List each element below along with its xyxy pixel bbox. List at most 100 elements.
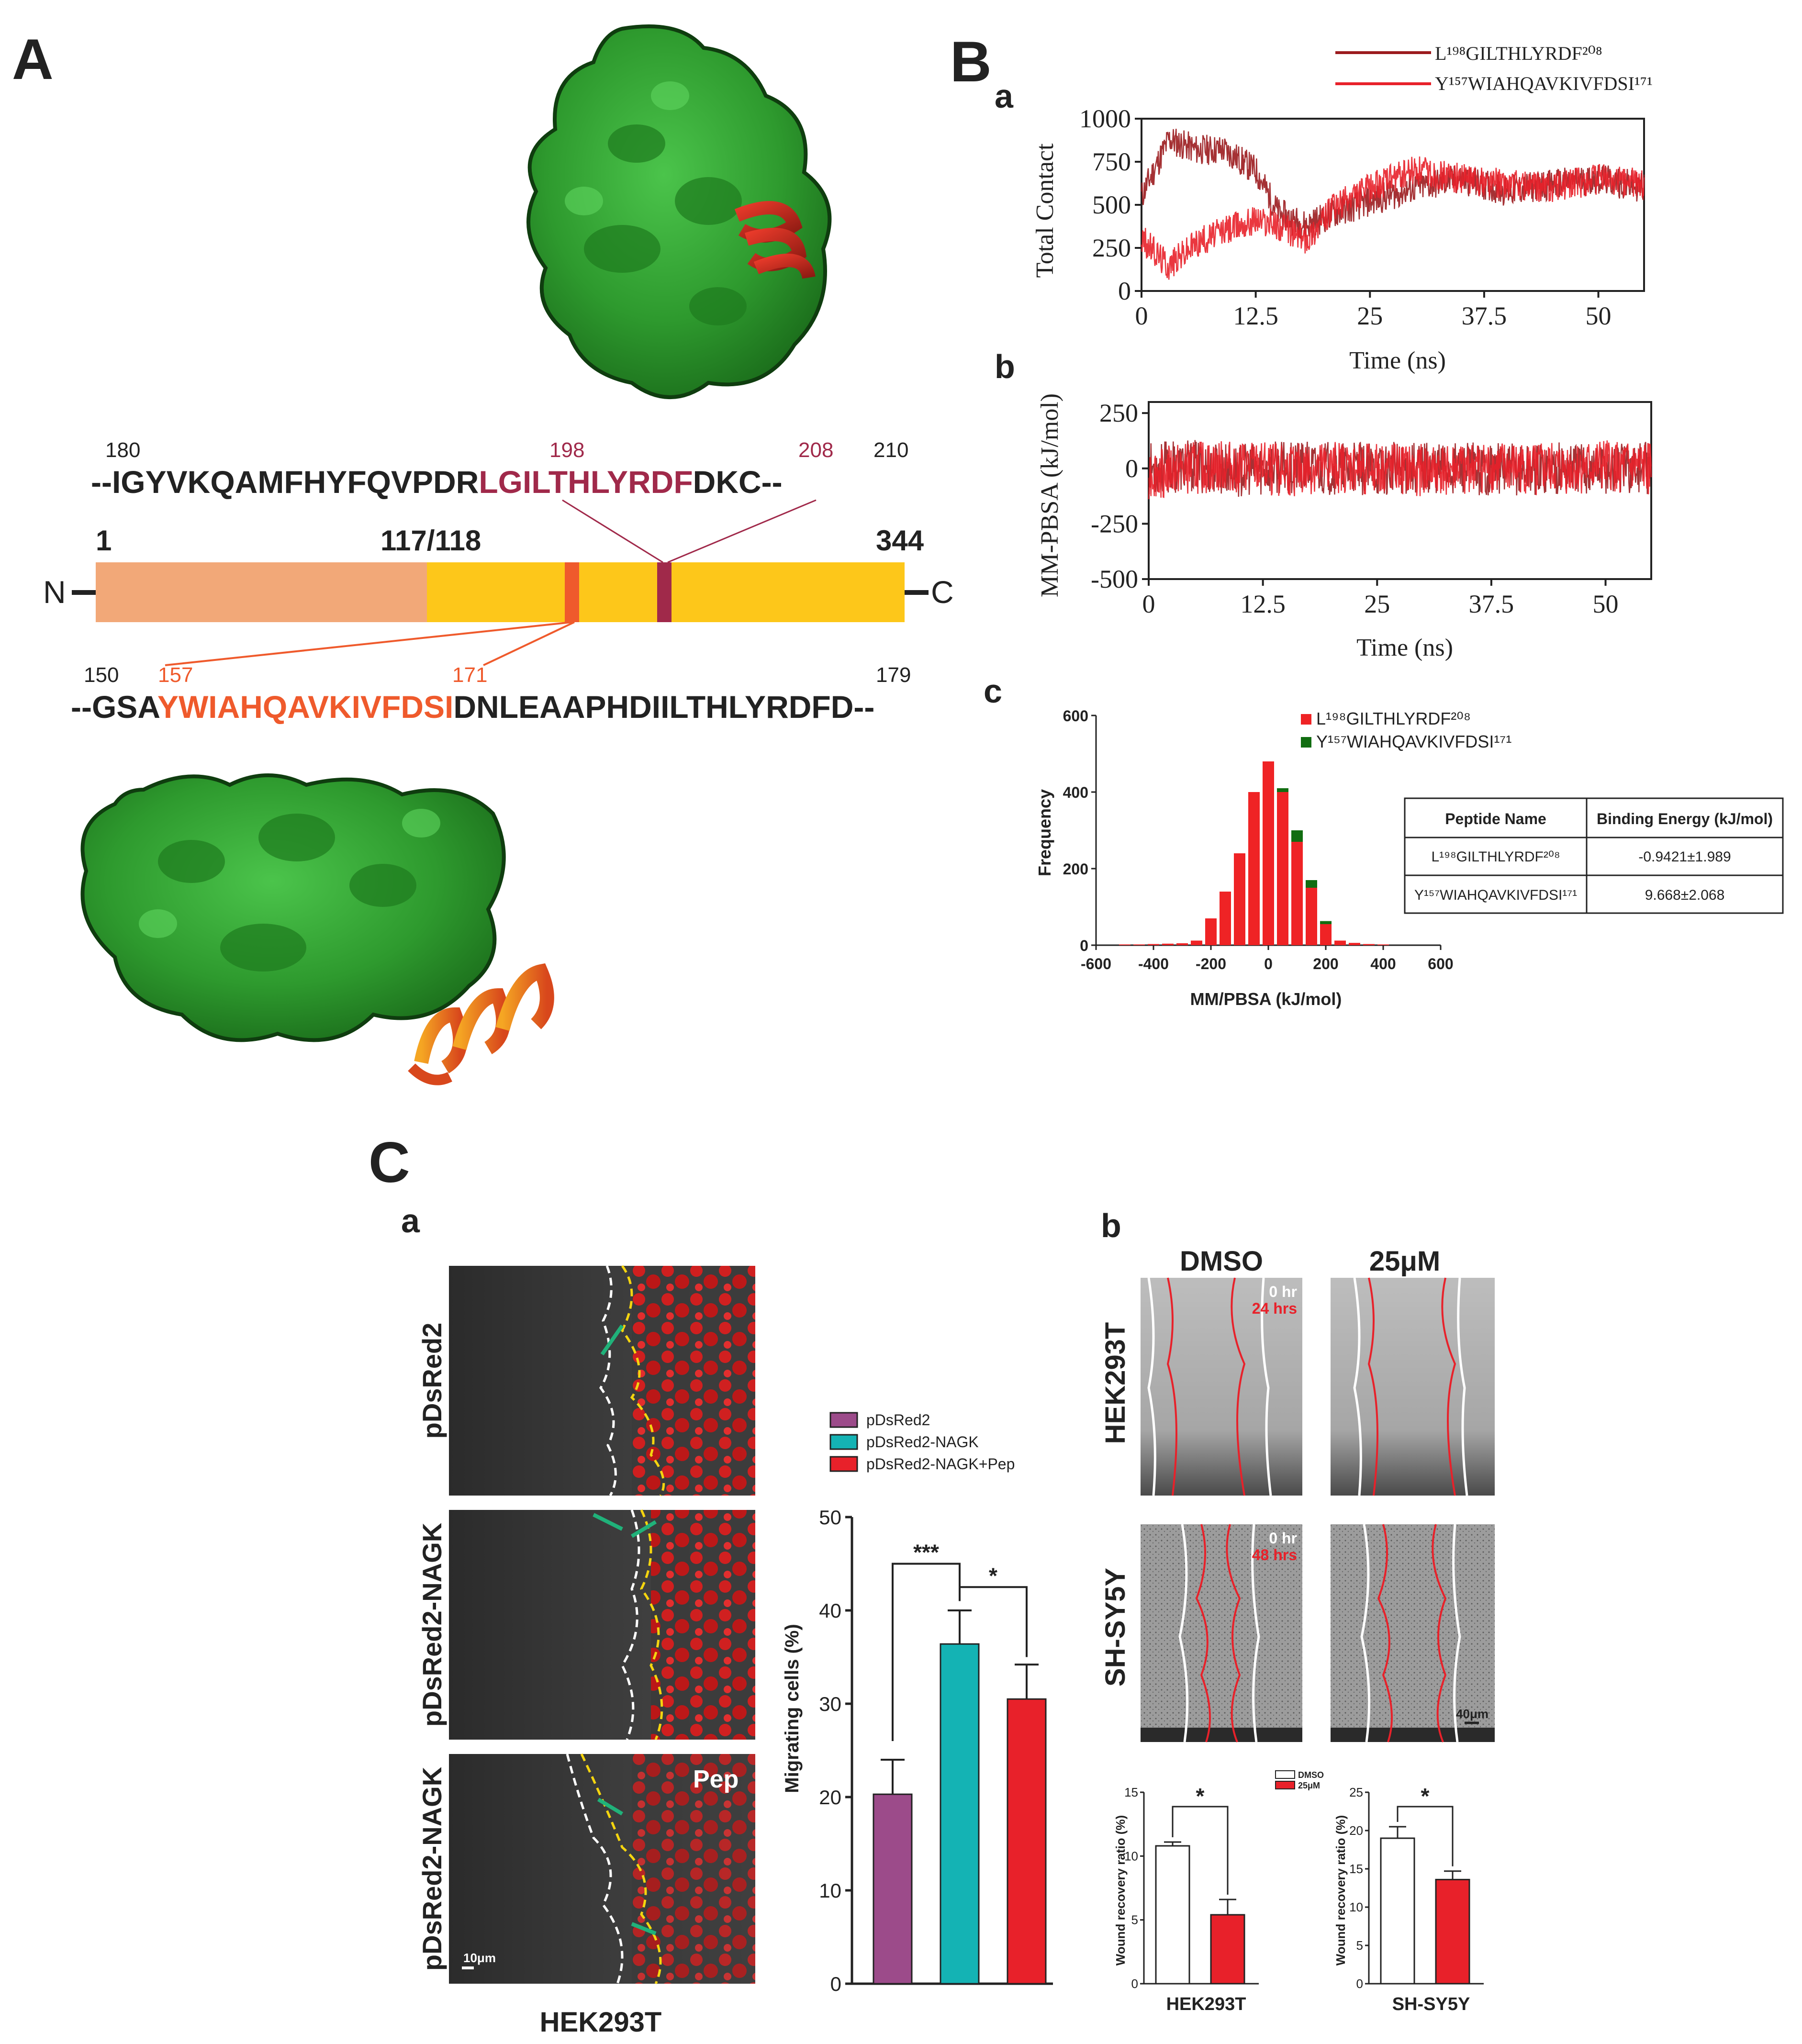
y-tick-label: 250 [1099, 399, 1138, 427]
y-tick-label: 50 [819, 1506, 841, 1529]
seq-bot-num-171: 171 [452, 663, 487, 687]
legend-cb: DMSO 25μM [1275, 1770, 1324, 1790]
cb-t0-1: 0 hr [1269, 1283, 1297, 1300]
hist-bar-red [1306, 888, 1317, 945]
sig-bracket [1397, 1806, 1454, 1866]
y-tick-label: 0 [1125, 454, 1138, 483]
table-row2-name: Y¹⁵⁷WIAHQAVKIVFDSI¹⁷¹ [1414, 887, 1577, 903]
micrograph-pdsred2-nagk-pep: Pep 10μm [449, 1753, 755, 1985]
y-tick-label: 10 [819, 1879, 841, 1902]
chart-mmpbsa: -500 -250 0 250 0 12.5 25 37.5 50 [1091, 399, 1652, 618]
x-tick-label: 0 [1135, 302, 1148, 330]
domain-c-label: C [931, 574, 954, 610]
hist-bar-red [1148, 944, 1159, 945]
x-category-label: SH-SY5Y [1392, 1994, 1470, 2014]
ca-ylabel: Migrating cells (%) [782, 1624, 803, 1793]
hist-bar-red [1363, 944, 1375, 945]
hist-bar-red [1220, 892, 1231, 945]
legend-cb-dose: 25μM [1298, 1781, 1320, 1790]
wound-hek-dmso: 0 hr 24 hrs [1141, 1277, 1302, 1496]
y-tick-label: 10 [1349, 1900, 1363, 1914]
bar-2 [1435, 1878, 1470, 1985]
legend-label-1: pDsRed2 [866, 1411, 930, 1429]
y-tick-label: 40 [819, 1599, 841, 1622]
hist-bar-green [1277, 788, 1288, 792]
x-tick-label: 25 [1364, 590, 1390, 618]
sig-label-2: * [989, 1563, 997, 1588]
micrograph-pdsred2 [449, 1265, 755, 1497]
x-tick-label: 12.5 [1240, 590, 1286, 618]
y-tick-label: 0 [1080, 937, 1088, 954]
panel-ba-label: a [995, 78, 1014, 115]
y-tick-label: 400 [1063, 784, 1088, 801]
x-tick-label: 0 [1264, 955, 1273, 972]
y-tick-label: 20 [819, 1786, 841, 1809]
sig-bracket [1172, 1806, 1229, 1895]
y-tick-label: 600 [1063, 707, 1088, 725]
hist-bar-green [1291, 830, 1303, 842]
cb1-ylabel: Wound recovery ratio (%) [1113, 1815, 1128, 1966]
series-line-2 [1141, 156, 1645, 280]
table-header-energy: Binding Energy (kJ/mol) [1597, 810, 1773, 827]
panel-b-label: B [950, 30, 992, 94]
legend-bc-1: L¹⁹⁸GILTHLYRDF²⁰⁸ [1316, 709, 1471, 728]
cb-t48: 48 hrs [1252, 1546, 1297, 1564]
hist-bar-red [1377, 944, 1389, 945]
y-tick-label: 0 [830, 1973, 841, 1995]
legend-b-series2: Y¹⁵⁷WIAHQAVKIVFDSI¹⁷¹ [1435, 73, 1653, 94]
seq-top-num-210: 210 [873, 438, 908, 462]
ca-cell-line: HEK293T [540, 2007, 662, 2038]
legend-cb-dmso: DMSO [1298, 1770, 1324, 1780]
y-tick-label: -500 [1091, 565, 1138, 593]
cb-col-dmso: DMSO [1180, 1246, 1263, 1277]
y-tick-label: 200 [1063, 860, 1088, 878]
bar-2 [940, 1643, 980, 1985]
y-tick-label: 5 [1356, 1938, 1363, 1953]
hist-bar-red [1205, 918, 1217, 945]
sig-label: * [1196, 1784, 1205, 1809]
hist-bar-red [1162, 943, 1174, 945]
y-tick-label: 0 [1356, 1977, 1363, 1991]
y-tick-label: 10 [1124, 1849, 1138, 1863]
sig-label-1: *** [913, 1540, 939, 1565]
sig-bracket-1 [892, 1563, 961, 1741]
hist-bar-green [1320, 921, 1332, 924]
panel-bb-label: b [995, 348, 1015, 385]
y-tick-label: 15 [1349, 1862, 1363, 1876]
legend-label-3: pDsRed2-NAGK+Pep [866, 1455, 1015, 1473]
y-tick-label: 250 [1092, 234, 1131, 262]
scale-bar-10um: 10μm [463, 1951, 496, 1965]
hist-bar-red [1349, 943, 1360, 945]
x-tick-label: 400 [1370, 955, 1396, 972]
hist-bar-red [1291, 842, 1303, 945]
sig-label: * [1421, 1784, 1430, 1809]
protein-structure-bottom [80, 773, 554, 1085]
x-category-label: HEK293T [1166, 1994, 1246, 2014]
bar-3 [1007, 1698, 1047, 1985]
y-tick-label: 15 [1124, 1785, 1138, 1799]
table-row1-energy: -0.9421±1.989 [1638, 849, 1731, 865]
y-tick-label: 25 [1349, 1785, 1363, 1799]
cb-row2-label: SH-SY5Y [1100, 1568, 1131, 1687]
table-row1-name: L¹⁹⁸GILTHLYRDF²⁰⁸ [1431, 849, 1560, 865]
binding-energy-table: Peptide Name Binding Energy (kJ/mol) L¹⁹… [1404, 797, 1784, 914]
hist-bar-red [1263, 761, 1274, 945]
hist-bar-red [1119, 944, 1130, 945]
y-tick-label: 500 [1092, 190, 1131, 219]
x-tick-label: 12.5 [1233, 302, 1278, 330]
legend-swatch-3 [829, 1456, 858, 1472]
ca-row2-label: pDsRed2-NAGK [417, 1523, 447, 1727]
domain-n-label: N [43, 574, 66, 610]
panel-a-label: A [12, 27, 54, 91]
x-tick-label: 50 [1586, 302, 1612, 330]
ba-xlabel: Time (ns) [1349, 347, 1446, 374]
hist-bar-green [1306, 880, 1317, 888]
cb-t24: 24 hrs [1252, 1300, 1297, 1317]
chart-histogram: 0 200 400 600 -600 -400 -200 0 200 400 600 [1063, 707, 1454, 972]
hist-bar-red [1334, 940, 1346, 945]
panel-c-label: C [369, 1130, 410, 1195]
domain-pos-344: 344 [876, 525, 924, 557]
x-tick-label: -600 [1081, 955, 1111, 972]
